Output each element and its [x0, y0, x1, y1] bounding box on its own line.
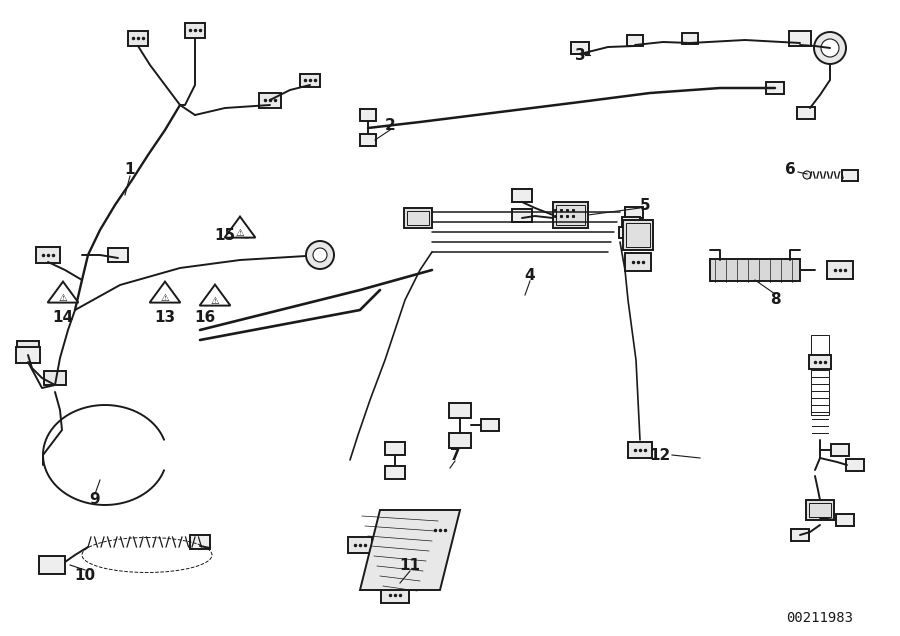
Bar: [404, 208, 432, 228]
Text: 14: 14: [52, 310, 74, 326]
Circle shape: [313, 248, 327, 262]
Bar: [185, 22, 205, 38]
Bar: [360, 109, 376, 121]
Bar: [797, 107, 815, 119]
Text: 8: 8: [770, 293, 780, 307]
Bar: [553, 202, 588, 228]
Text: 5: 5: [640, 198, 651, 212]
Text: 11: 11: [400, 558, 420, 572]
Bar: [619, 226, 637, 237]
Polygon shape: [149, 282, 180, 303]
Polygon shape: [360, 510, 460, 590]
Text: ⚠: ⚠: [160, 293, 169, 303]
Circle shape: [803, 171, 811, 179]
Circle shape: [814, 32, 846, 64]
Text: ⚠: ⚠: [58, 293, 68, 303]
Polygon shape: [200, 284, 230, 306]
Polygon shape: [225, 217, 256, 238]
Text: ⚠: ⚠: [211, 296, 220, 306]
Text: 16: 16: [194, 310, 216, 326]
Bar: [831, 444, 849, 456]
Bar: [512, 209, 532, 221]
Bar: [806, 500, 834, 520]
Text: 12: 12: [650, 448, 670, 462]
Bar: [108, 248, 128, 262]
Text: 3: 3: [575, 48, 585, 62]
Bar: [385, 466, 405, 478]
Bar: [449, 403, 471, 417]
Bar: [36, 247, 60, 263]
Bar: [809, 355, 831, 369]
Bar: [627, 34, 643, 46]
Bar: [846, 459, 864, 471]
Bar: [628, 442, 652, 458]
Bar: [259, 92, 281, 107]
Circle shape: [821, 39, 839, 57]
Bar: [710, 259, 800, 281]
Text: 1: 1: [125, 163, 135, 177]
Bar: [348, 537, 372, 553]
Text: 00211983: 00211983: [787, 611, 853, 625]
Text: ⚠: ⚠: [236, 228, 245, 238]
Text: 13: 13: [155, 310, 176, 326]
Bar: [766, 82, 784, 94]
Bar: [622, 216, 640, 228]
Bar: [789, 31, 811, 46]
Bar: [626, 223, 650, 247]
Bar: [428, 522, 452, 538]
Bar: [512, 188, 532, 202]
Bar: [17, 341, 39, 355]
Bar: [625, 253, 651, 271]
Bar: [128, 31, 148, 46]
Bar: [481, 419, 499, 431]
Bar: [625, 207, 643, 218]
Bar: [836, 514, 854, 526]
Text: 2: 2: [384, 118, 395, 132]
Bar: [682, 32, 698, 43]
Bar: [571, 42, 589, 54]
Polygon shape: [48, 282, 78, 303]
Bar: [623, 220, 653, 250]
Bar: [407, 211, 429, 225]
Text: 15: 15: [214, 228, 236, 242]
Bar: [842, 170, 858, 181]
Bar: [39, 556, 65, 574]
Bar: [827, 261, 853, 279]
Bar: [385, 441, 405, 455]
Bar: [449, 432, 471, 448]
Bar: [16, 347, 40, 363]
Text: 10: 10: [75, 567, 95, 583]
Bar: [360, 134, 376, 146]
Bar: [190, 535, 210, 549]
Bar: [811, 335, 829, 415]
Text: 4: 4: [525, 268, 535, 282]
Text: 6: 6: [785, 163, 796, 177]
Bar: [300, 74, 320, 86]
Bar: [809, 503, 831, 517]
Circle shape: [306, 241, 334, 269]
Bar: [791, 529, 809, 541]
Text: 9: 9: [90, 492, 100, 508]
Text: 7: 7: [450, 448, 460, 462]
Bar: [381, 587, 409, 603]
Bar: [44, 371, 66, 385]
Bar: [555, 205, 584, 225]
